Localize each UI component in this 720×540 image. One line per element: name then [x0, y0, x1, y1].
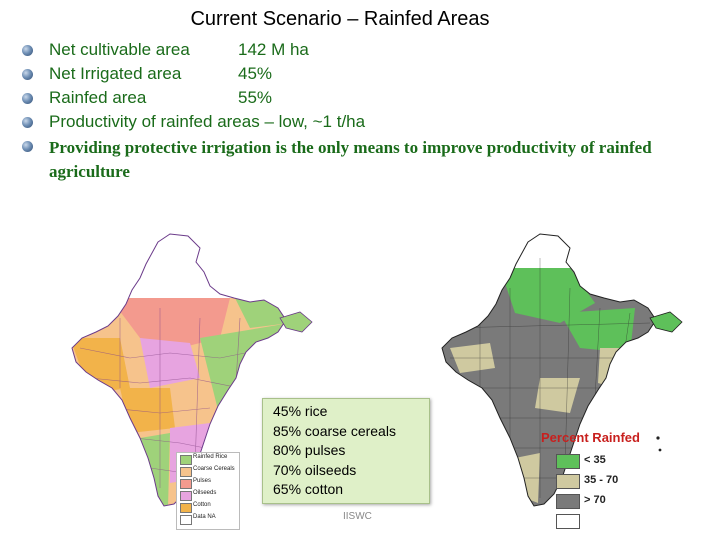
crop-share-rice: 45% rice [273, 403, 328, 419]
legend-swatch [556, 514, 580, 529]
legend-swatch [180, 467, 192, 477]
legend-label: Pulses [193, 478, 212, 484]
bullet-net-cultivable: Net cultivable area 142 M ha [22, 40, 712, 64]
crop-share-oilseeds: 70% oilseeds [273, 461, 357, 478]
bullet-icon [22, 117, 33, 128]
legend-label: < 35 [584, 454, 606, 466]
legend-item-coarse-cereals: Coarse Cereals [177, 465, 239, 477]
crop-share-coarse-cereals: 85% coarse cereals [273, 422, 396, 439]
legend-label: > 70 [584, 494, 606, 506]
india-percent-rainfed-map [441, 233, 683, 507]
legend-swatch [556, 474, 580, 489]
bullet-value: 142 M ha [238, 40, 309, 59]
legend-label: 35 - 70 [584, 474, 619, 486]
legend-label: Cotton [193, 502, 211, 508]
legend-swatch [180, 515, 192, 525]
bullet-label: Providing protective irrigation is the o… [49, 138, 652, 181]
legend-label: Data NA [193, 514, 216, 520]
bullet-label: Rainfed area [49, 88, 147, 107]
slide-title: Current Scenario – Rainfed Areas [190, 8, 490, 30]
legend-label: Oilseeds [193, 490, 217, 496]
bullet-net-irrigated: Net Irrigated area 45% [22, 64, 712, 88]
bullet-icon [22, 69, 33, 80]
bullet-list: Net cultivable area 142 M ha Net Irrigat… [22, 40, 712, 188]
legend-swatch [180, 479, 192, 489]
legend-swatch [556, 454, 580, 469]
bullet-label: Productivity of rainfed areas – low, ~1 … [49, 112, 366, 131]
legend-swatch [180, 503, 192, 513]
legend-swatch [180, 491, 192, 501]
crop-share-cotton: 65% cotton [273, 481, 344, 497]
crop-share-pulses: 80% pulses [273, 442, 346, 458]
bullet-value: 45% [238, 64, 273, 83]
bullet-icon [22, 45, 33, 56]
legend-swatch [180, 455, 192, 465]
legend-item-cotton: Cotton [177, 501, 239, 513]
bullet-value: 55% [238, 88, 273, 107]
bullet-productivity: Productivity of rainfed areas – low, ~1 … [22, 112, 712, 136]
bullet-protective-irrigation: Providing protective irrigation is the o… [22, 136, 712, 188]
footer-org: IISWC [343, 511, 372, 522]
bullet-label: Net Irrigated area [49, 64, 182, 83]
bullet-rainfed-area: Rainfed area 55% [22, 88, 712, 112]
bullet-label: Net cultivable area [49, 40, 190, 59]
crop-share-box: 45% rice 85% coarse cereals 80% pulses 7… [262, 398, 430, 504]
legend-swatch [556, 494, 580, 509]
percent-rainfed-title: Percent Rainfed [541, 430, 640, 445]
crop-legend: Rainfed Rice Coarse Cereals Pulses Oilse… [176, 452, 240, 530]
bullet-icon [22, 93, 33, 104]
legend-item-oilseeds: Oilseeds [177, 489, 239, 501]
legend-label: Coarse Cereals [193, 466, 235, 472]
legend-item-data-na: Data NA [177, 513, 239, 525]
legend-item-pulses: Pulses [177, 477, 239, 489]
legend-item-rice: Rainfed Rice [177, 453, 239, 465]
bullet-icon [22, 141, 33, 152]
legend-label: Rainfed Rice [193, 454, 228, 460]
